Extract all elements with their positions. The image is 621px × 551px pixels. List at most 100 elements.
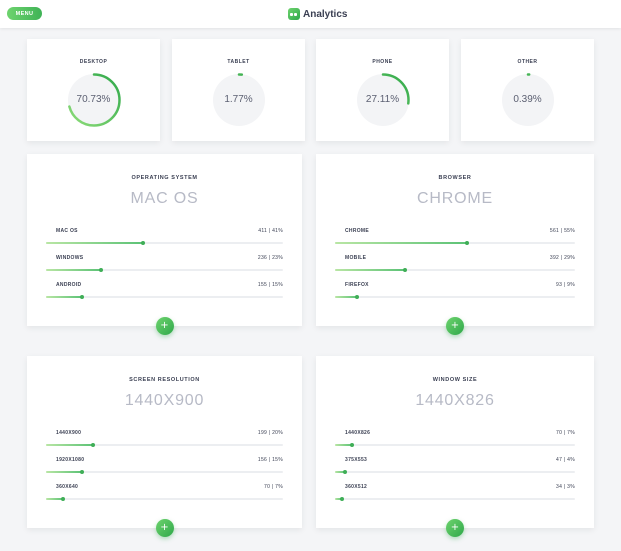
brand: Analytics: [288, 7, 347, 21]
panel-screen-resolution: SCREEN RESOLUTION 1440X900 1440X900 199 …: [27, 356, 302, 537]
row-value: 199 | 20%: [257, 430, 283, 436]
progress-fill: [335, 269, 405, 271]
gauge-ring: [355, 73, 410, 127]
progress-track: [46, 295, 283, 299]
device-gauge: 0.39%: [500, 73, 555, 127]
progress-track: [335, 295, 575, 299]
progress-dot: [465, 241, 469, 245]
row-value: 93 | 9%: [556, 282, 575, 288]
row-value: 70 | 7%: [264, 484, 283, 490]
progress-track: [46, 241, 283, 245]
device-percentage: 70.73%: [76, 94, 111, 105]
progress-track: [46, 470, 283, 474]
gauge-ring: [500, 73, 555, 127]
progress-track: [335, 497, 575, 501]
progress-dot: [91, 443, 96, 447]
progress-fill: [335, 296, 357, 298]
brand-title: Analytics: [303, 8, 348, 20]
panel-operating-system: OPERATING SYSTEM MAC OS MAC OS 411 | 41%…: [27, 154, 302, 335]
add-button[interactable]: +: [446, 317, 464, 335]
progress-track: [46, 268, 283, 272]
top-bar: MENU Analytics: [0, 0, 621, 28]
progress-track: [335, 443, 575, 447]
row-value: 156 | 15%: [257, 457, 283, 463]
list-item: FIREFOX 93 | 9%: [335, 282, 575, 304]
device-percentage: 27.11%: [365, 94, 400, 105]
panel-title: BROWSER: [438, 175, 472, 181]
device-percentage: 0.39%: [513, 94, 542, 105]
row-label: 360X640: [56, 484, 79, 490]
row-label: 375X553: [345, 457, 368, 463]
progress-fill: [46, 444, 94, 446]
row-value: 34 | 3%: [556, 484, 575, 490]
panel-top-value: CHROME: [417, 190, 493, 207]
row-label: 1440X826: [345, 430, 371, 436]
progress-track: [335, 470, 575, 474]
panel-title: WINDOW SIZE: [432, 377, 478, 383]
analytics-logo-icon: [288, 8, 300, 20]
progress-fill: [46, 269, 101, 271]
panel-top-value: MAC OS: [130, 190, 199, 207]
progress-dot: [79, 295, 84, 299]
row-label: WINDOWS: [56, 255, 84, 261]
progress-fill: [46, 296, 82, 298]
list-item: CHROME 561 | 55%: [335, 228, 575, 250]
row-value: 236 | 23%: [257, 255, 283, 261]
panel-browser: BROWSER CHROME CHROME 561 | 55% MOBILE 3…: [316, 154, 594, 335]
device-label: OTHER: [517, 59, 538, 65]
progress-dot: [349, 443, 354, 447]
progress-track: [46, 497, 283, 501]
list-item: 1440X900 199 | 20%: [46, 430, 283, 452]
panel-window-size: WINDOW SIZE 1440X826 1440X826 70 | 7% 37…: [316, 356, 594, 537]
row-label: FIREFOX: [345, 282, 369, 288]
progress-track: [46, 443, 283, 447]
row-label: ANDROID: [56, 282, 82, 288]
progress-fill: [46, 471, 82, 473]
list-item: WINDOWS 236 | 23%: [46, 255, 283, 277]
add-button[interactable]: +: [155, 317, 174, 335]
progress-dot: [402, 268, 407, 272]
device-card-phone: PHONE 27.11%: [316, 39, 449, 141]
row-label: CHROME: [345, 228, 370, 234]
device-card-other: OTHER 0.39%: [461, 39, 594, 141]
list-item: 1440X826 70 | 7%: [335, 430, 575, 452]
progress-fill: [335, 471, 345, 473]
progress-dot: [340, 497, 345, 501]
device-label: PHONE: [372, 59, 393, 65]
panel-top-value: 1440X826: [415, 392, 495, 409]
add-button[interactable]: +: [155, 519, 174, 537]
list-item: MAC OS 411 | 41%: [46, 228, 283, 250]
progress-dot: [98, 268, 103, 272]
row-label: 1440X900: [56, 430, 82, 436]
row-label: MOBILE: [345, 255, 367, 261]
device-percentage: 1.77%: [224, 94, 253, 105]
progress-dot: [79, 470, 84, 474]
gauge-ring: [211, 73, 266, 127]
list-item: MOBILE 392 | 29%: [335, 255, 575, 277]
row-value: 392 | 29%: [549, 255, 575, 261]
progress-fill: [335, 242, 467, 244]
panel-title: OPERATING SYSTEM: [131, 175, 198, 181]
device-label: DESKTOP: [79, 59, 108, 65]
device-card-desktop: DESKTOP 70.73%: [27, 39, 160, 141]
progress-track: [335, 268, 575, 272]
list-item: 375X553 47 | 4%: [335, 457, 575, 479]
row-value: 411 | 41%: [258, 228, 283, 234]
row-value: 47 | 4%: [556, 457, 575, 463]
add-button[interactable]: +: [446, 519, 464, 537]
list-item: 1920X1080 156 | 15%: [46, 457, 283, 479]
device-card-tablet: TABLET 1.77%: [172, 39, 305, 141]
progress-dot: [141, 241, 146, 245]
progress-dot: [60, 497, 65, 501]
row-value: 155 | 15%: [257, 282, 283, 288]
panel-title: SCREEN RESOLUTION: [129, 377, 200, 383]
gauge-ring: [66, 73, 121, 127]
progress-fill: [335, 498, 343, 500]
device-gauge: 27.11%: [355, 73, 410, 127]
menu-button[interactable]: MENU: [7, 7, 42, 20]
list-item: ANDROID 155 | 15%: [46, 282, 283, 304]
row-label: 1920X1080: [56, 457, 85, 463]
progress-dot: [342, 470, 347, 474]
progress-fill: [335, 444, 352, 446]
device-gauge: 70.73%: [66, 73, 121, 127]
